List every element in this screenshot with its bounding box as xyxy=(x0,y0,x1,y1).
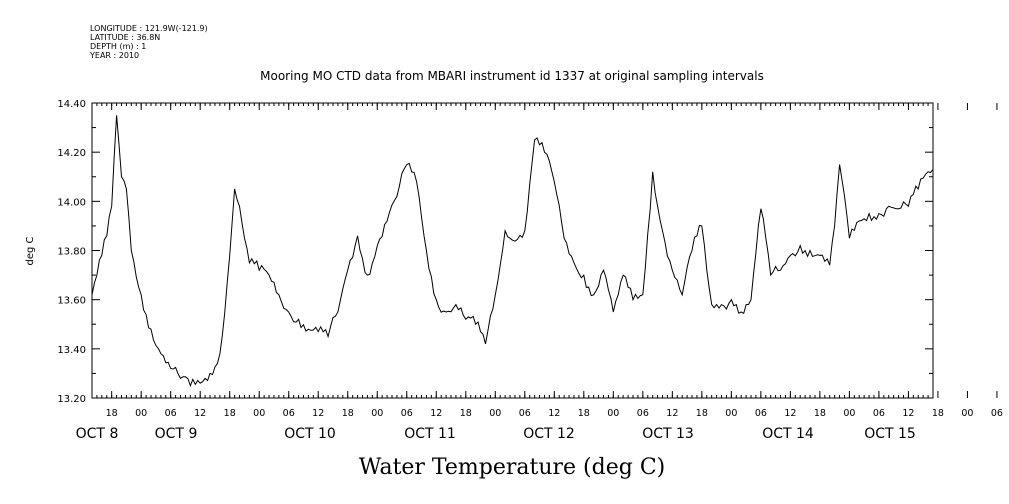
x-hour-label: 06 xyxy=(637,408,649,419)
y-tick-label: 13.80 xyxy=(57,247,86,258)
x-axis-label: Water Temperature (deg C) xyxy=(359,455,666,480)
depth-label: DEPTH (m) : 1 xyxy=(90,42,146,51)
x-hour-label: 12 xyxy=(548,408,560,419)
x-day-label: OCT 14 xyxy=(762,426,814,442)
x-hour-label: 18 xyxy=(342,408,354,419)
metadata-block: LONGITUDE : 121.9W(-121.9) LATITUDE : 36… xyxy=(89,24,208,60)
x-hour-label: 00 xyxy=(489,408,501,419)
y-tick-label: 14.40 xyxy=(57,99,86,110)
x-day-label: OCT 13 xyxy=(642,426,694,442)
y-tick-label: 14.20 xyxy=(57,148,86,159)
x-day-label: OCT 15 xyxy=(864,426,916,442)
x-day-label: OCT 9 xyxy=(155,426,198,442)
year-label: YEAR : 2010 xyxy=(89,51,139,60)
y-axis-label: deg C xyxy=(25,236,36,265)
x-day-label: OCT 11 xyxy=(404,426,456,442)
x-hour-label: 00 xyxy=(725,408,737,419)
x-day-label: OCT 10 xyxy=(284,426,336,442)
x-day-label: OCT 8 xyxy=(76,426,119,442)
x-hour-label: 18 xyxy=(224,408,236,419)
x-hour-label: 18 xyxy=(932,408,944,419)
x-hour-label: 12 xyxy=(902,408,914,419)
x-hour-label: 00 xyxy=(371,408,383,419)
x-axis-ticks: 18 00 06 12 18 00 06 12 18 00 06 12 18 00 06 12 18 00 06 12… xyxy=(76,103,1003,442)
x-day-label: OCT 12 xyxy=(523,426,575,442)
latitude-label: LATITUDE : 36.8N xyxy=(90,33,160,42)
x-hour-label: 18 xyxy=(814,408,826,419)
x-hour-label: 18 xyxy=(106,408,118,419)
x-hour-label: 06 xyxy=(755,408,767,419)
x-hour-label: 12 xyxy=(312,408,324,419)
series-line xyxy=(91,115,934,388)
x-hour-label: 00 xyxy=(253,408,265,419)
x-hour-label: 12 xyxy=(194,408,206,419)
x-hour-label: 00 xyxy=(607,408,619,419)
x-hour-label: 00 xyxy=(135,408,147,419)
y-tick-label: 13.60 xyxy=(57,296,86,307)
x-hour-label: 12 xyxy=(430,408,442,419)
longitude-label: LONGITUDE : 121.9W(-121.9) xyxy=(90,24,208,33)
x-hour-label: 18 xyxy=(696,408,708,419)
y-tick-label: 13.20 xyxy=(57,394,86,405)
plot-frame xyxy=(91,102,934,399)
y-axis-ticks: 13.20 13.40 13.60 13.80 14.00 14.20 14.40 xyxy=(57,99,933,405)
x-hour-label: 06 xyxy=(519,408,531,419)
x-hour-label: 18 xyxy=(460,408,472,419)
x-hour-label: 12 xyxy=(666,408,678,419)
x-hour-label: 12 xyxy=(784,408,796,419)
x-hour-label: 06 xyxy=(401,408,413,419)
y-tick-label: 13.40 xyxy=(57,345,86,356)
chart-title: Mooring MO CTD data from MBARI instrumen… xyxy=(260,69,764,83)
x-hour-label: 00 xyxy=(843,408,855,419)
series-layer xyxy=(91,115,934,388)
x-hour-label: 06 xyxy=(991,408,1003,419)
x-hour-label: 18 xyxy=(578,408,590,419)
y-tick-label: 14.00 xyxy=(57,197,86,208)
x-hour-label: 06 xyxy=(165,408,177,419)
x-hour-label: 06 xyxy=(873,408,885,419)
x-hour-label: 06 xyxy=(283,408,295,419)
x-hour-label: 00 xyxy=(961,408,973,419)
